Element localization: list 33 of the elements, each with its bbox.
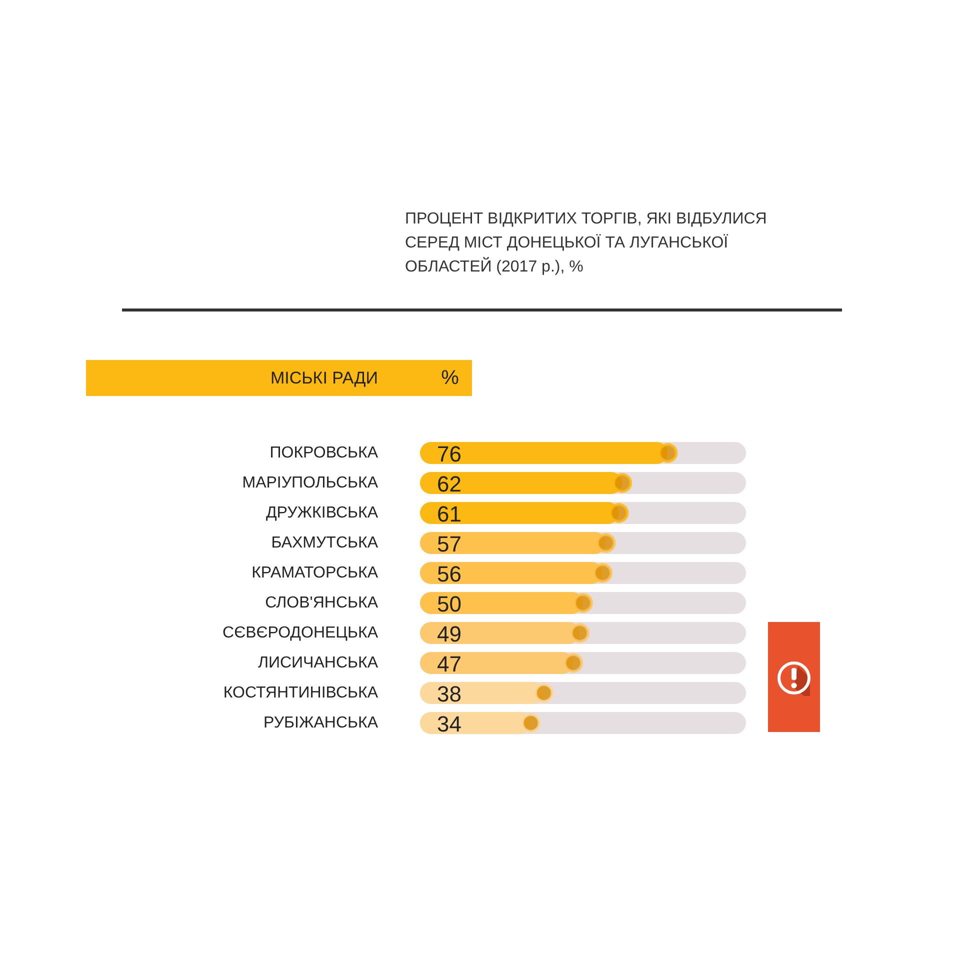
data-label: 57: [437, 532, 462, 556]
x-axis-title: %: [441, 367, 460, 389]
data-label: 38: [437, 682, 462, 706]
y-tick-label: РУБІЖАНСЬКА: [264, 714, 378, 732]
point: [520, 713, 541, 733]
point: [612, 473, 632, 493]
point: [608, 503, 629, 523]
point: [592, 563, 613, 583]
y-tick-label: ПОКРОВСЬКА: [270, 444, 378, 462]
data-label: 56: [437, 562, 462, 586]
y-tick-label: ЛИСИЧАНСЬКА: [258, 654, 378, 672]
y-axis-title: МІСЬКІ РАДИ: [270, 368, 378, 388]
y-tick-label: СЄВЄРОДОНЕЦЬКА: [222, 624, 378, 642]
chart-title: ПРОЦЕНТ ВІДКРИТИХ ТОРГІВ, ЯКІ ВІДБУЛИСЯ СЕРЕД МІСТ ДОНЕЦЬКОЇ ТА ЛУГАНСЬКОЇ ОБЛАСТЕЙ (2017 р.), %: [405, 210, 767, 276]
point: [534, 683, 554, 703]
point: [658, 443, 678, 463]
data-label: 34: [437, 712, 462, 736]
y-tick-label: КОСТЯНТИНІВСЬКА: [223, 684, 378, 702]
point: [570, 623, 590, 643]
y-tick-label: БАХМУТСЬКА: [271, 534, 378, 552]
y-tick-label: КРАМАТОРСЬКА: [252, 564, 378, 582]
y-tick-label: МАРІУПОЛЬСЬКА: [242, 474, 378, 492]
data-label: 50: [437, 592, 462, 616]
point: [563, 653, 584, 673]
data-label: 76: [437, 442, 462, 466]
data-label: 62: [437, 472, 462, 496]
y-tick-label: ДРУЖКІВСЬКА: [266, 504, 378, 522]
data-label: 47: [437, 652, 462, 676]
point: [573, 593, 593, 613]
y-tick-label: СЛОВ'ЯНСЬКА: [265, 594, 378, 612]
point: [596, 533, 616, 553]
data-label: 49: [437, 622, 462, 646]
data-label: 61: [437, 502, 462, 526]
